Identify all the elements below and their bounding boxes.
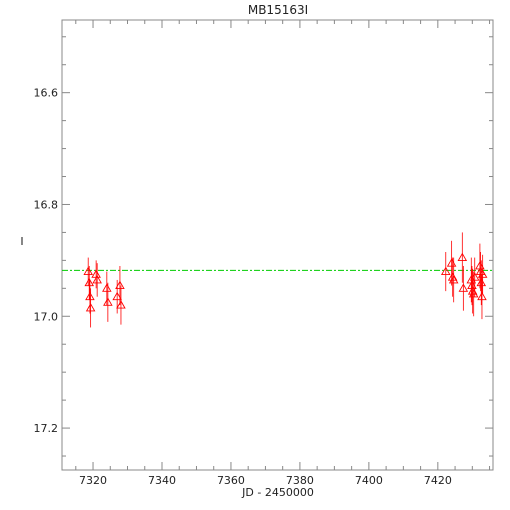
- data-point: [448, 257, 459, 303]
- triangle-marker: [103, 297, 113, 306]
- data-point: [468, 271, 479, 317]
- triangle-marker: [84, 277, 95, 287]
- plot-frame: [61, 19, 494, 471]
- triangle-marker: [447, 272, 458, 281]
- data-point: [476, 260, 487, 306]
- y-tick-label: 16.8: [34, 198, 59, 211]
- x-axis-label: JD - 2450000: [241, 486, 314, 499]
- x-tick-label: 7380: [286, 474, 314, 487]
- data-point: [92, 263, 102, 297]
- triangle-marker: [85, 302, 96, 312]
- data-point: [477, 254, 488, 294]
- x-tick-label: 7400: [355, 474, 383, 487]
- triangle-marker: [477, 291, 487, 301]
- data-point: [85, 288, 96, 328]
- data-point: [458, 265, 469, 311]
- data-point: [91, 260, 101, 289]
- axis-ticks: [62, 20, 493, 470]
- y-tick-label: 17.2: [34, 422, 59, 435]
- y-tick-label: 17.0: [34, 310, 59, 323]
- x-tick-label: 7320: [79, 474, 107, 487]
- data-points: [83, 232, 488, 328]
- triangle-marker: [112, 291, 122, 301]
- y-tick-label: 16.6: [34, 87, 59, 100]
- y-tick-labels: 16.6 16.8 17.0 17.2: [34, 87, 59, 435]
- triangle-marker: [92, 275, 102, 284]
- data-point: [457, 232, 468, 283]
- y-axis-label: I: [20, 235, 23, 248]
- triangle-marker: [83, 266, 93, 276]
- data-point: [477, 274, 487, 320]
- triangle-marker: [468, 289, 479, 298]
- triangle-marker: [477, 269, 488, 278]
- triangle-marker: [116, 300, 126, 309]
- data-point: [440, 251, 451, 292]
- triangle-marker: [458, 283, 469, 292]
- x-tick-label: 7420: [424, 474, 452, 487]
- data-point: [469, 257, 480, 297]
- data-point: [115, 265, 125, 306]
- triangle-marker: [457, 252, 468, 262]
- x-tick-labels: 7320 7340 7360 7380 7400 7420: [79, 474, 452, 487]
- data-point: [103, 282, 113, 322]
- x-tick-label: 7360: [217, 474, 245, 487]
- triangle-marker: [469, 272, 480, 281]
- chart-title: MB15163I: [248, 3, 308, 17]
- triangle-marker: [85, 291, 95, 301]
- x-tick-label: 7340: [148, 474, 176, 487]
- triangle-marker: [115, 280, 125, 289]
- triangle-marker: [448, 275, 459, 284]
- data-point: [85, 279, 95, 314]
- triangle-marker: [102, 283, 112, 292]
- triangle-marker: [476, 277, 487, 287]
- triangle-marker: [440, 266, 451, 276]
- data-point: [116, 285, 126, 325]
